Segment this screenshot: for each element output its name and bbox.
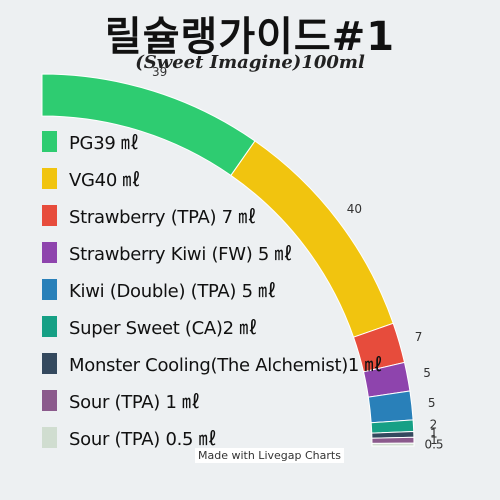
legend-label: VG40 ㎖ bbox=[69, 169, 141, 191]
legend-item: Sour (TPA) 0.5 ㎖ bbox=[42, 419, 382, 456]
legend-item: PG39 ㎖ bbox=[42, 123, 382, 160]
legend-label: Strawberry Kiwi (FW) 5 ㎖ bbox=[69, 243, 293, 265]
slice-data-label: 2 bbox=[430, 418, 438, 432]
legend-label: Sour (TPA) 1 ㎖ bbox=[69, 391, 200, 413]
legend-label: Monster Cooling(The Alchemist)1 ㎖ bbox=[69, 354, 383, 376]
slice-data-label: 40 bbox=[347, 202, 362, 216]
legend-item: Sour (TPA) 1 ㎖ bbox=[42, 382, 382, 419]
legend-item: Strawberry Kiwi (FW) 5 ㎖ bbox=[42, 234, 382, 271]
legend-swatch bbox=[42, 427, 57, 448]
legend-label: Kiwi (Double) (TPA) 5 ㎖ bbox=[69, 280, 276, 302]
legend-swatch bbox=[42, 205, 57, 226]
chart-legend: PG39 ㎖ VG40 ㎖ Strawberry (TPA) 7 ㎖ Strawber… bbox=[42, 123, 383, 456]
credit-label: Made with Livegap Charts bbox=[195, 448, 344, 463]
slice-data-label: 39 bbox=[152, 65, 167, 79]
legend-swatch bbox=[42, 279, 57, 300]
legend-swatch bbox=[42, 131, 57, 152]
legend-item: VG40 ㎖ bbox=[42, 160, 382, 197]
legend-item: Super Sweet (CA)2 ㎖ bbox=[42, 308, 382, 345]
legend-item: Monster Cooling(The Alchemist)1 ㎖ bbox=[42, 345, 383, 382]
pie-slice bbox=[371, 442, 415, 447]
legend-swatch bbox=[42, 242, 57, 263]
slice-data-label: 1 bbox=[430, 427, 438, 441]
legend-swatch bbox=[42, 353, 57, 374]
slice-data-label: 5 bbox=[428, 396, 436, 410]
chart-title: 릴슐랭가이드#1 bbox=[104, 14, 396, 60]
slice-data-label: 5 bbox=[423, 366, 431, 380]
legend-label: Sour (TPA) 0.5 ㎖ bbox=[69, 428, 217, 450]
legend-label: PG39 ㎖ bbox=[69, 132, 139, 154]
legend-swatch bbox=[42, 390, 57, 411]
slice-data-label: 1 bbox=[430, 433, 438, 447]
slice-data-label: 0.5 bbox=[424, 438, 443, 452]
slice-data-label: 7 bbox=[415, 330, 423, 344]
legend-label: Super Sweet (CA)2 ㎖ bbox=[69, 317, 257, 339]
legend-label: Strawberry (TPA) 7 ㎖ bbox=[69, 206, 256, 228]
chart-subtitle: (Sweet Imagine)100ml bbox=[135, 52, 365, 73]
legend-swatch bbox=[42, 168, 57, 189]
legend-swatch bbox=[42, 316, 57, 337]
legend-item: Strawberry (TPA) 7 ㎖ bbox=[42, 197, 382, 234]
legend-item: Kiwi (Double) (TPA) 5 ㎖ bbox=[42, 271, 382, 308]
